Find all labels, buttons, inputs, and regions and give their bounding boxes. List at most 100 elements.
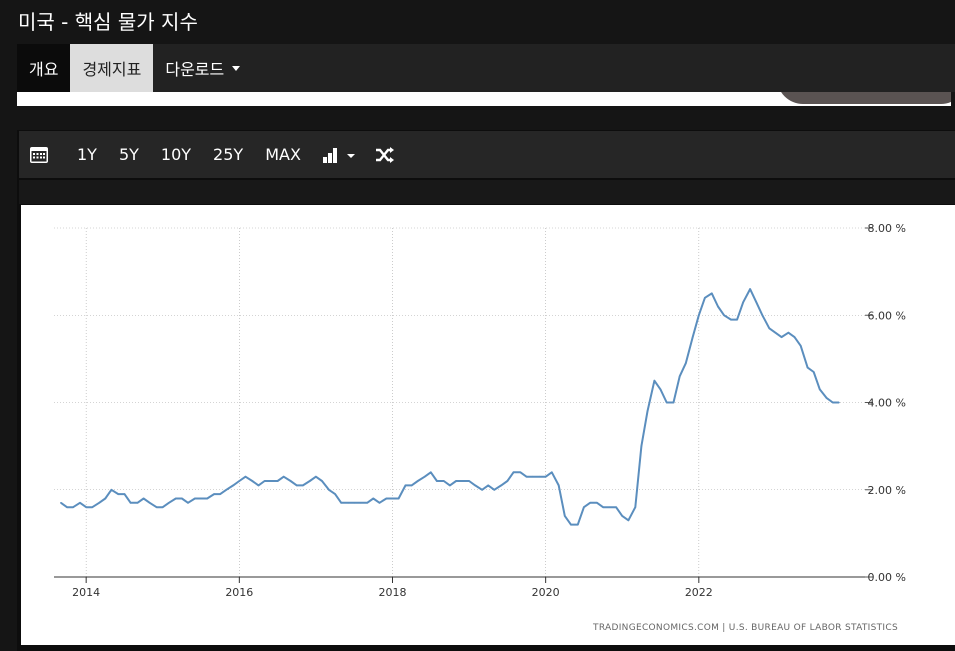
y-tick-label: 8.00 % <box>868 222 906 235</box>
range-1y-button[interactable]: 1Y <box>77 145 97 164</box>
data-point <box>825 397 828 399</box>
data-point <box>251 480 254 482</box>
shuffle-icon[interactable] <box>367 131 403 178</box>
data-point <box>232 484 234 487</box>
data-point <box>353 502 356 504</box>
caret-down-icon <box>232 65 241 71</box>
data-point <box>768 327 771 330</box>
data-point <box>334 493 336 495</box>
banner-strip <box>17 92 951 106</box>
data-point <box>799 345 802 347</box>
data-point <box>66 506 68 509</box>
y-tick-label: 2.00 % <box>868 484 906 497</box>
data-point <box>391 497 394 500</box>
y-tick-label: 0.00 % <box>868 571 906 584</box>
range-25y-button[interactable]: 25Y <box>213 145 244 164</box>
data-point <box>404 484 407 487</box>
data-point <box>219 493 221 495</box>
data-point <box>359 502 362 504</box>
data-point <box>621 515 623 517</box>
data-point <box>468 480 470 482</box>
x-tick-label: 2020 <box>532 586 560 599</box>
y-tick-label: 6.00 % <box>868 309 906 322</box>
nav-download[interactable]: 다운로드 <box>153 44 252 92</box>
data-point <box>838 401 840 404</box>
chart-area: 8.00 % 6.00 % 4.00 % 2.00 % 0.00 % 2014 2016 2… <box>21 205 955 645</box>
data-point <box>736 318 738 321</box>
data-point <box>168 502 170 504</box>
data-point <box>665 401 668 404</box>
data-point <box>653 379 656 382</box>
data-point <box>717 305 719 308</box>
data-point <box>519 471 522 474</box>
nav-download-label: 다운로드 <box>165 60 225 79</box>
range-10y-button[interactable]: 10Y <box>160 145 192 164</box>
data-point <box>500 484 503 487</box>
data-point <box>577 523 579 526</box>
data-point <box>749 288 751 290</box>
y-axis-ticks: 8.00 % 6.00 % 4.00 % 2.00 % 0.00 % <box>865 222 906 584</box>
data-point <box>410 484 413 487</box>
data-point <box>723 314 725 317</box>
data-point <box>583 506 585 509</box>
data-point <box>672 401 675 404</box>
data-point <box>704 297 706 299</box>
data-point <box>238 480 241 482</box>
data-point <box>449 484 451 487</box>
nav-overview[interactable]: 개요 <box>17 44 71 92</box>
data-point <box>531 475 534 478</box>
data-point <box>806 366 809 369</box>
data-point <box>596 502 598 504</box>
series-group <box>60 288 840 526</box>
data-point <box>194 497 196 500</box>
data-point <box>659 388 662 391</box>
data-point <box>347 502 349 504</box>
data-point <box>640 445 643 447</box>
data-point <box>793 336 796 338</box>
data-point <box>761 314 764 317</box>
chart-toolbar: 1Y 5Y 10Y 25Y MAX <box>19 131 955 178</box>
x-tick-label: 2016 <box>225 586 253 599</box>
nav-overview-label: 개요 <box>29 60 59 79</box>
toolbar-subbar <box>19 180 955 204</box>
data-point <box>544 475 547 478</box>
data-point <box>691 336 694 338</box>
data-point <box>397 497 400 500</box>
data-point <box>589 502 591 504</box>
data-point <box>423 475 426 478</box>
data-point <box>136 502 139 504</box>
data-point <box>417 480 419 482</box>
range-max-button[interactable]: MAX <box>265 145 301 164</box>
data-point <box>557 484 560 487</box>
data-point <box>385 497 388 500</box>
data-point <box>455 480 457 482</box>
nav-indicators[interactable]: 경제지표 <box>70 44 154 92</box>
banner-pill <box>777 92 951 104</box>
data-point <box>123 493 126 495</box>
data-point <box>646 410 649 412</box>
data-point <box>608 506 610 509</box>
chart-type-icon[interactable] <box>315 131 365 178</box>
data-point <box>462 480 464 482</box>
data-point <box>506 480 509 482</box>
calendar-icon[interactable] <box>19 131 57 178</box>
data-point <box>148 502 151 504</box>
data-point <box>474 484 477 487</box>
x-tick-label: 2014 <box>72 586 100 599</box>
data-point <box>538 475 541 478</box>
data-point <box>289 480 292 482</box>
data-point <box>328 489 330 491</box>
data-point <box>366 502 369 504</box>
data-point <box>819 388 821 391</box>
main-nav: 개요 경제지표 다운로드 <box>17 44 955 92</box>
data-point <box>60 502 62 504</box>
x-tick-label: 2018 <box>378 586 406 599</box>
data-point <box>309 480 311 482</box>
data-point <box>142 497 145 500</box>
line-chart: 8.00 %6.00 %4.00 %2.00 %0.00 % 2014 2016 2… <box>54 222 906 633</box>
data-point <box>296 484 298 487</box>
nav-indicators-label: 경제지표 <box>82 60 142 79</box>
data-point <box>200 497 202 500</box>
data-point <box>627 519 630 522</box>
range-5y-button[interactable]: 5Y <box>118 145 139 164</box>
